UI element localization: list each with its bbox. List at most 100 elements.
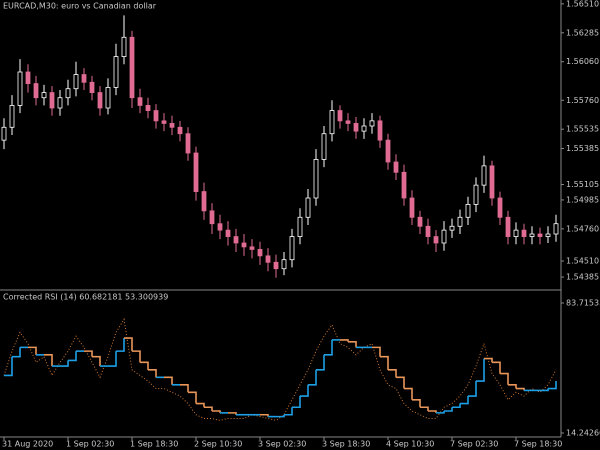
x-tick-label: 3 Sep 02:30 — [258, 440, 306, 449]
candle-body — [81, 74, 87, 83]
corrected-rsi-segment — [60, 360, 69, 367]
corrected-rsi-segment — [452, 403, 461, 409]
corrected-rsi-segment — [284, 407, 293, 416]
corrected-rsi-segment — [92, 355, 101, 367]
corrected-rsi-segment — [164, 376, 173, 385]
y-tick-label: 1.54510 — [566, 257, 599, 266]
candle-body — [209, 210, 215, 225]
candle-body — [1, 126, 7, 141]
candle-body — [305, 197, 311, 218]
candle-body — [529, 233, 535, 237]
candle-body — [233, 236, 239, 244]
candle-body — [153, 110, 159, 122]
candle-body — [225, 229, 231, 237]
corrected-rsi-segment — [12, 347, 21, 358]
y-tick-label: 1.55535 — [566, 125, 599, 134]
corrected-rsi-segment — [324, 339, 333, 356]
candle-body — [145, 105, 151, 111]
candle-body — [433, 236, 439, 244]
corrected-rsi-segment — [4, 356, 13, 377]
corrected-rsi-segment — [460, 396, 469, 405]
candle-body — [241, 242, 247, 248]
y-tick-label: 1.56510 — [566, 0, 599, 8]
y-tick-label: 1.54985 — [566, 195, 599, 204]
corrected-rsi-segment — [28, 346, 37, 355]
y-tick-label: 1.55385 — [566, 144, 599, 153]
candle-body — [377, 120, 383, 141]
candle-body — [481, 165, 487, 186]
candle-body — [65, 88, 71, 99]
candle-body — [553, 223, 559, 235]
candle-body — [313, 159, 319, 199]
candle-body — [249, 246, 255, 250]
y-tick-label: 1.55105 — [566, 180, 599, 189]
candle-body — [137, 97, 143, 106]
x-tick-label: 1 Sep 02:30 — [66, 440, 114, 449]
candle-body — [489, 165, 495, 199]
corrected-rsi-segment — [468, 381, 477, 397]
y-tick-label: 1.56285 — [566, 28, 599, 37]
x-tick-label: 1 Sep 18:30 — [130, 440, 178, 449]
corrected-rsi-segment — [308, 369, 317, 386]
candle-body — [25, 71, 31, 84]
candle-body — [169, 123, 175, 128]
candle-body — [185, 133, 191, 154]
corrected-rsi-segment — [396, 376, 405, 389]
corrected-rsi-segment — [132, 350, 141, 363]
candle-body — [361, 125, 367, 132]
y-tick-label: 83.715353 — [566, 299, 600, 308]
candle-body — [281, 259, 287, 270]
candle-body — [497, 197, 503, 218]
candle-body — [17, 71, 23, 106]
corrected-rsi-segment — [380, 355, 389, 370]
corrected-rsi-segment — [492, 361, 501, 374]
rsi-line — [3, 317, 557, 421]
corrected-rsi-segment — [292, 396, 301, 409]
corrected-rsi-segment — [116, 338, 125, 352]
candle-body — [545, 233, 551, 237]
candle-body — [113, 56, 119, 88]
corrected-rsi-segment — [44, 354, 53, 367]
corrected-rsi-segment — [84, 350, 93, 357]
candle-body — [425, 225, 431, 237]
corrected-rsi-segment — [148, 369, 157, 378]
candle-body — [521, 229, 527, 237]
x-tick-label: 7 Sep 02:30 — [450, 440, 498, 449]
candle-body — [129, 36, 135, 99]
candle-body — [121, 36, 127, 57]
candle-body — [289, 236, 295, 261]
candle-body — [345, 120, 351, 124]
candle-body — [513, 229, 519, 237]
chart-title: EURCAD,M30: euro vs Canadian dollar — [3, 2, 157, 11]
x-tick-label: 31 Aug 2020 — [2, 440, 53, 449]
corrected-rsi-segment — [372, 346, 381, 357]
corrected-rsi-segment — [388, 369, 397, 378]
candle-body — [265, 255, 271, 263]
candle-body — [409, 197, 415, 218]
candle-body — [393, 161, 399, 173]
y-tick-label: 1.54760 — [566, 224, 599, 233]
corrected-rsi-segment — [444, 407, 453, 412]
corrected-rsi-segment — [108, 351, 117, 367]
candle-body — [457, 216, 463, 227]
corrected-rsi-segment — [548, 381, 557, 390]
candle-body — [177, 126, 183, 135]
candle-body — [401, 171, 407, 199]
x-tick-label: 4 Sep 10:30 — [386, 440, 434, 449]
corrected-rsi-segment — [188, 391, 197, 404]
y-tick-label: 14.242601 — [566, 429, 600, 438]
corrected-rsi-segment — [412, 398, 421, 408]
candle-body — [273, 261, 279, 270]
candle-body — [329, 110, 335, 135]
corrected-rsi-segment — [124, 337, 133, 352]
candle-body — [369, 120, 375, 127]
corrected-rsi-segment — [420, 406, 429, 411]
corrected-rsi-segment — [140, 361, 149, 370]
corrected-rsi-segment — [476, 358, 485, 382]
corrected-rsi-segment — [500, 372, 509, 385]
candle-body — [297, 216, 303, 237]
indicator-title: Corrected RSI (14) 60.682181 53.300939 — [3, 293, 168, 302]
candle-body — [49, 92, 55, 109]
candle-body — [353, 123, 359, 132]
candle-body — [465, 204, 471, 218]
